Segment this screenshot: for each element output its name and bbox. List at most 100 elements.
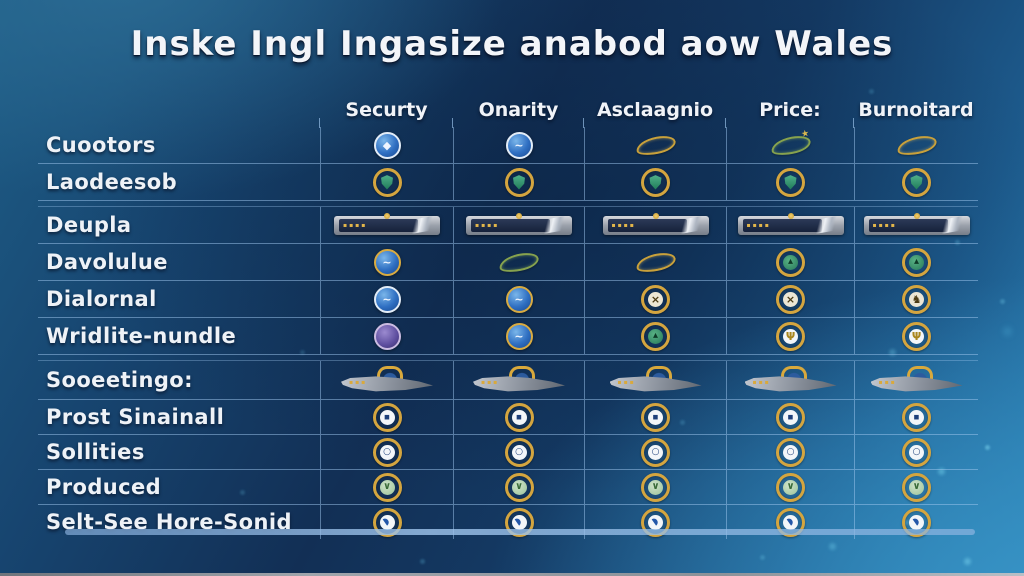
white-ring-o-icon: ○ [641,437,670,467]
silver-shark-icon: ▪▪▪ [473,366,565,393]
column-header-onarity: Onarity [452,93,584,128]
table-cell [453,244,584,280]
table-cell: Ψ [854,318,978,354]
row-label: Produced [46,475,162,499]
row-label: Davolulue [46,250,168,274]
table-row: Wridlite-nundle ∼ ▴ Ψ Ψ [38,318,978,355]
green-wisp-icon [497,250,541,274]
table-cell: ◼ [854,400,978,434]
white-ring-icon: ◼ [902,402,931,432]
row-label: Sooeetingo: [46,368,193,392]
silver-banner-icon: ▪▪▪▪ [737,212,844,235]
gold-ring-v-icon: ∨ [776,472,805,502]
row-label: Wridlite-nundle [46,324,237,348]
table-cell: ♞ [854,281,978,317]
silver-banner-icon: ▪▪▪▪ [602,212,709,235]
table-cell: ▪▪▪ [726,361,854,399]
purple-orb-icon [373,322,401,350]
table-cell: ∨ [854,470,978,504]
table-cell: ▪▪▪▪ [453,207,584,243]
table-cell [584,164,726,200]
table-cell: ▪▪▪ [320,361,453,399]
table-cell: ▪▪▪▪ [854,207,978,243]
table-cell: ▴ [854,244,978,280]
comparison-table: Securty Onarity Asclaagnio Price: Burnoi… [38,93,978,539]
white-ring-o-icon: ○ [902,437,931,467]
table-cell [320,164,453,200]
silver-banner-icon: ▪▪▪▪ [466,212,572,235]
page-title: Inske Ingl Ingasize anabod aow Wales [130,24,894,64]
silver-banner-icon: ▪▪▪▪ [334,212,440,235]
gold-ring-v-icon: ∨ [902,472,931,502]
white-ring-icon: ◼ [504,402,534,432]
table-cell: ∨ [584,470,726,504]
table-row: Prost Sinainall ◼ ◼ ◼ ◼ ◼ [38,400,978,435]
table-cell: ▪▪▪ [453,361,584,399]
column-header-price: Price: [725,93,854,128]
row-label: Dialornal [46,287,157,311]
table-cell: ▪▪▪ [584,361,726,399]
table-cell: ▪▪▪▪ [584,207,726,243]
white-ring-icon: ◼ [641,402,670,432]
table-cell: ∼ [320,244,453,280]
row-label: Prost Sinainall [46,405,225,429]
gold-shield-icon [902,167,931,197]
table-cell [584,244,726,280]
white-ring-o-icon: ○ [504,437,534,467]
table-cell: ○ [854,435,978,469]
table-cell: ∨ [320,470,453,504]
row-label: Laodeesob [46,170,178,194]
table-cell: ▴ [584,318,726,354]
gold-shield-icon [776,167,805,197]
table-cell: ★ [726,127,854,163]
column-header-asclaagnio: Asclaagnio [583,93,726,128]
gold-ring-cross-icon: × [641,284,670,314]
table-cell: ▴ [726,244,854,280]
gold-ring-cross-icon: × [776,284,805,314]
gold-ring-bird-icon: ♞ [902,284,931,314]
table-cell: ∨ [726,470,854,504]
table-cell: ◼ [584,400,726,434]
table-cell [854,164,978,200]
silver-shark-icon: ▪▪▪ [609,366,702,393]
table-cell: ○ [320,435,453,469]
table-cell: × [726,281,854,317]
gold-ring-wheat-icon: Ψ [902,321,931,351]
gold-shield-icon [641,167,670,197]
gold-wisp-icon [634,133,677,157]
table-cell: ◼ [320,400,453,434]
blue-globe-gold-icon: ∼ [373,248,401,276]
row-label: Cuootors [46,133,156,157]
column-header-securty: Securty [319,93,453,128]
table-cell: × [584,281,726,317]
table-row: Dialornal ∼ ∼ × × ♞ [38,281,978,318]
gold-wisp-icon [634,250,677,274]
table-cell: Ψ [726,318,854,354]
table-row: Laodeesob [38,164,978,201]
blue-globe-icon: ∼ [505,131,533,159]
table-cell [453,164,584,200]
silver-shark-icon: ▪▪▪ [744,366,837,393]
white-ring-icon: ◼ [776,402,805,432]
blue-shield-icon: ◆ [373,131,401,159]
table-row: Sooeetingo: ▪▪▪ ▪▪▪ ▪▪▪ ▪▪▪ ▪▪▪ [38,360,978,400]
table-cell: ◼ [453,400,584,434]
table-cell [854,127,978,163]
blue-globe-gold-icon: ∼ [505,285,533,313]
table-cell [726,164,854,200]
table-cell: ▪▪▪▪ [320,207,453,243]
table-row: Deupla ▪▪▪▪ ▪▪▪▪ ▪▪▪▪ ▪▪▪▪ ▪▪▪▪ [38,206,978,244]
table-cell: ▪▪▪▪ [726,207,854,243]
table-row: Produced ∨ ∨ ∨ ∨ ∨ [38,470,978,505]
table-row: Sollities ○ ○ ○ ○ ○ [38,435,978,470]
gold-ring-wheat-icon: Ψ [776,321,805,351]
gold-ring-v-icon: ∨ [372,472,402,502]
blue-globe-icon: ∼ [373,285,401,313]
table-cell: ○ [726,435,854,469]
silver-banner-icon: ▪▪▪▪ [863,212,970,235]
bottom-edge-strip [0,573,1024,576]
silver-shark-icon: ▪▪▪ [341,366,433,393]
table-body: Cuootors ◆ ∼ ★ Laodeesob Deupla ▪▪▪▪ ▪▪▪▪ ▪▪▪▪ ▪▪… [38,127,978,539]
gold-ring-green-icon: ▴ [902,247,931,277]
